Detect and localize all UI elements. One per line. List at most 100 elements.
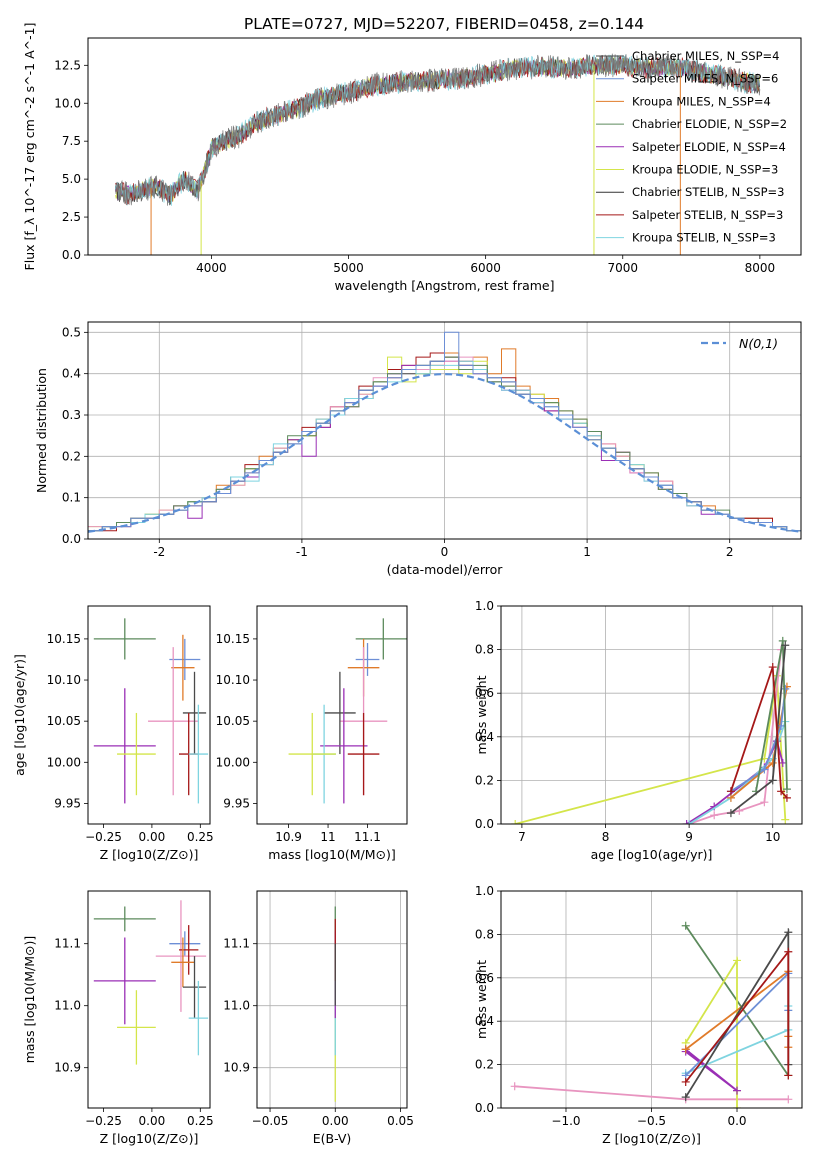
y-tick-label: 10.15 xyxy=(47,632,81,646)
x-tick-label: 1 xyxy=(583,545,591,559)
y-axis-label: mass [log10(M/M⊙)] xyxy=(22,936,37,1064)
weight-line xyxy=(514,675,787,824)
x-axis-label: wavelength [Angstrom, rest frame] xyxy=(334,278,554,293)
weight-marker xyxy=(681,921,690,930)
x-tick-label: 7 xyxy=(518,830,526,844)
y-tick-label: 10.00 xyxy=(47,755,81,769)
y-tick-label: 10.10 xyxy=(216,673,250,687)
weight-marker xyxy=(511,820,520,824)
y-tick-label: 10.9 xyxy=(54,1061,81,1075)
legend-label: Chabrier MILES, N_SSP=4 xyxy=(632,49,779,63)
x-tick-label: 5000 xyxy=(333,261,364,275)
x-tick-label: 0 xyxy=(441,545,449,559)
histogram-step xyxy=(88,331,801,539)
panel-mass-age: 10.9 11 11.1 9.95 10.00 10.05 10.10 10.15 mass [… xyxy=(216,605,408,862)
x-tick-label: 10.9 xyxy=(275,830,302,844)
x-tick-label: 0.00 xyxy=(139,830,166,844)
weight-marker xyxy=(733,956,742,965)
weight-marker xyxy=(681,1077,690,1086)
panel-z-mass: −0.25 0.00 0.25 10.9 11.0 11.1 Z [log10(Z/Z⊙)]… xyxy=(22,890,214,1146)
weight-marker xyxy=(733,1104,742,1108)
y-axis-label: mass weight xyxy=(474,960,489,1039)
y-tick-label: 10.9 xyxy=(223,1061,250,1075)
y-axis-label: mass weight xyxy=(474,675,489,754)
weight-marker xyxy=(781,641,790,650)
plot-area-residuals xyxy=(88,331,801,539)
figure-title: PLATE=0727, MJD=52207, FIBERID=0458, z=0… xyxy=(244,15,644,33)
x-tick-label: 11 xyxy=(320,830,335,844)
x-tick-label: 6000 xyxy=(470,261,501,275)
weight-marker xyxy=(733,1086,742,1095)
y-tick-label: 0.4 xyxy=(475,1014,494,1028)
weight-marker xyxy=(781,684,790,693)
axes-frame xyxy=(87,605,211,825)
x-tick-label: 2 xyxy=(726,545,734,559)
y-tick-label: 11.1 xyxy=(223,937,250,951)
weight-marker xyxy=(777,787,786,796)
x-axis-label: (data-model)/error xyxy=(387,562,504,577)
y-tick-label: 1.0 xyxy=(475,884,494,898)
normal-curve xyxy=(88,372,801,533)
y-tick-label: 0.8 xyxy=(475,927,494,941)
y-tick-label: 0.2 xyxy=(475,1058,494,1072)
panel-spectrum: 4000 5000 6000 7000 8000 0.0 2.5 5.0 7.5 10.0 12.5… xyxy=(22,23,802,293)
x-tick-label: 4000 xyxy=(196,261,227,275)
x-tick-label: 0.00 xyxy=(322,1114,349,1128)
x-tick-label: 0.0 xyxy=(727,1114,746,1128)
panel-age-weight: 7 8 9 10 0.0 0.2 0.4 0.6 0.8 1.0 age [log10(age/yr… xyxy=(474,599,803,862)
y-tick-label: 0.2 xyxy=(62,449,81,463)
legend-label: Kroupa STELIB, N_SSP=3 xyxy=(632,231,776,245)
x-tick-label: −1.0 xyxy=(551,1114,580,1128)
x-tick-label: −0.25 xyxy=(85,1114,122,1128)
y-tick-label: 0.4 xyxy=(475,730,494,744)
x-tick-label: -1 xyxy=(296,545,308,559)
x-tick-label: 8 xyxy=(602,830,610,844)
axes-frame xyxy=(87,37,802,256)
weight-marker xyxy=(726,809,735,818)
weight-marker xyxy=(735,806,744,815)
y-tick-label: 0.3 xyxy=(62,408,81,422)
weight-marker xyxy=(510,1082,519,1091)
plot-area-z-mass xyxy=(93,900,209,1065)
y-tick-label: 10.05 xyxy=(47,714,81,728)
y-tick-label: 0.8 xyxy=(475,643,494,657)
x-tick-label: 0.25 xyxy=(187,1114,214,1128)
panel-ebv-mass: −0.05 0.00 0.05 10.9 11.0 11.1 E(B-V) xyxy=(223,890,414,1146)
panel-z-age: −0.25 0.00 0.25 9.95 10.00 10.05 10.10 10.15 Z [… xyxy=(12,605,214,862)
weight-marker xyxy=(768,663,777,672)
weight-marker xyxy=(784,928,793,937)
axes-frame xyxy=(500,890,803,1109)
y-tick-label: 10.05 xyxy=(216,714,250,728)
x-axis-label: Z [log10(Z/Z⊙)] xyxy=(100,847,199,862)
weight-marker xyxy=(768,758,777,767)
legend-label: N(0,1) xyxy=(739,336,778,351)
y-tick-label: 0.2 xyxy=(475,773,494,787)
x-axis-label: Z [log10(Z/Z⊙)] xyxy=(602,1131,701,1146)
weight-marker xyxy=(782,785,791,794)
panel-z-weight: −1.0 −0.5 0.0 0.0 0.2 0.4 0.6 0.8 1.0 Z [log10(Z/… xyxy=(474,884,803,1146)
y-tick-label: 9.95 xyxy=(54,796,81,810)
weight-marker xyxy=(784,947,793,956)
weight-marker xyxy=(710,811,719,820)
plot-area-z-weight xyxy=(510,921,793,1108)
y-tick-label: 0.0 xyxy=(62,532,81,546)
weight-marker xyxy=(682,820,691,824)
weight-marker xyxy=(784,1095,793,1104)
weight-line xyxy=(730,666,788,799)
plot-area-z-age xyxy=(93,618,209,804)
y-tick-label: 9.95 xyxy=(223,796,250,810)
x-tick-label: 8000 xyxy=(745,261,776,275)
weight-marker xyxy=(681,1093,690,1102)
x-tick-label: 9 xyxy=(685,830,693,844)
y-tick-label: 1.0 xyxy=(475,599,494,613)
y-tick-label: 10.15 xyxy=(216,632,250,646)
y-axis-label: age [log10(age/yr)] xyxy=(12,654,27,776)
y-tick-label: 0.5 xyxy=(62,325,81,339)
x-tick-label: −0.5 xyxy=(637,1114,666,1128)
panel-residuals: -2 -1 0 1 2 0.0 0.1 0.2 0.3 0.4 0.5 (data-model)/er… xyxy=(34,321,802,577)
legend-label: Kroupa MILES, N_SSP=4 xyxy=(632,94,771,108)
weight-marker xyxy=(726,787,735,796)
weight-line xyxy=(730,688,787,793)
weight-marker xyxy=(768,776,777,785)
